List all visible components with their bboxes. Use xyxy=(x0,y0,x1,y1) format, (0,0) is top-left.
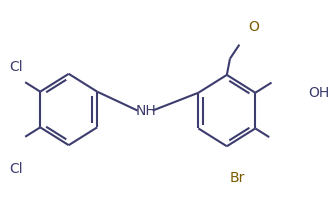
Text: Cl: Cl xyxy=(9,162,23,176)
Text: O: O xyxy=(248,20,259,34)
Text: OH: OH xyxy=(308,86,329,100)
Text: NH: NH xyxy=(136,104,156,118)
Text: Br: Br xyxy=(230,171,245,185)
Text: Cl: Cl xyxy=(9,60,23,74)
